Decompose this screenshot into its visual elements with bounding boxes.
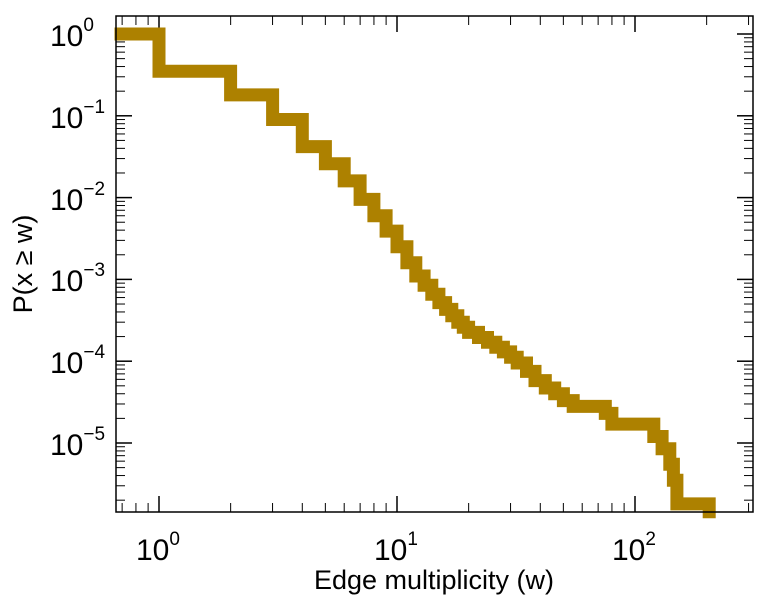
y-tick-label-4: 10−4	[50, 342, 105, 380]
x-tick-label-1: 101	[374, 529, 418, 567]
x-tick-label-0: 100	[136, 529, 180, 567]
plot-frame	[115, 15, 754, 513]
y-tick-label-0: 100	[50, 15, 94, 53]
x-axis-label: Edge multiplicity (w)	[314, 565, 554, 595]
y-tick-label-5: 10−5	[50, 424, 105, 462]
y-axis-label: P(x ≥ w)	[8, 215, 38, 314]
y-tick-label-1: 10−1	[50, 97, 105, 135]
minor-ticks	[116, 16, 753, 512]
y-tick-label-3: 10−3	[50, 260, 105, 298]
data-series-line	[114, 27, 716, 519]
x-tick-label-2: 102	[612, 529, 656, 567]
y-tick-label-2: 10−2	[50, 179, 105, 217]
